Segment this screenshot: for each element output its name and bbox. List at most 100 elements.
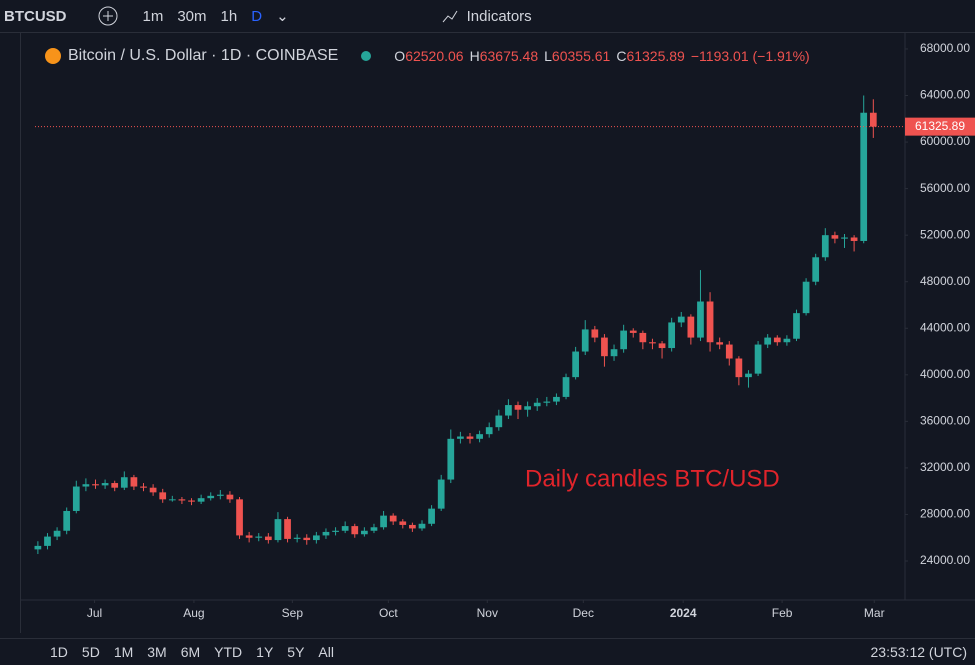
chart-icon[interactable] — [439, 6, 459, 26]
candle-body — [735, 358, 743, 378]
candle-body — [92, 484, 99, 486]
candle-body — [63, 510, 71, 531]
add-icon[interactable] — [97, 5, 119, 27]
y-tick-label: 40000.00 — [920, 367, 970, 381]
candle-body — [668, 322, 676, 349]
candle-body — [514, 405, 522, 410]
x-tick-label: Mar — [864, 606, 885, 620]
candle-body — [274, 519, 282, 541]
ohlc-label: O — [394, 48, 406, 64]
candle-body — [725, 344, 733, 359]
candle-body — [409, 524, 416, 529]
candle-body — [802, 281, 810, 314]
time-range[interactable]: 5D — [81, 644, 100, 660]
candle-body — [245, 535, 253, 538]
candle-body — [226, 494, 234, 500]
y-tick-label: 44000.00 — [920, 320, 970, 334]
candle-body — [293, 537, 301, 539]
candle-body — [716, 342, 724, 345]
candle-body — [380, 515, 387, 528]
time-range[interactable]: All — [318, 644, 334, 660]
bottom-toolbar: 1D 5D 1M 3M 6M YTD 1Y 5Y All 23:53:12 (UTC) — [0, 638, 975, 665]
candle-body — [236, 499, 243, 536]
candle-body — [610, 349, 618, 357]
time-range[interactable]: 6M — [180, 644, 201, 660]
clock: 23:53:12 (UTC) — [870, 644, 967, 660]
candle-body — [53, 530, 61, 537]
candle-body — [505, 405, 512, 416]
ohlc-value: 60355.61 — [551, 48, 611, 64]
candle-body — [706, 301, 714, 343]
candle-body — [850, 237, 858, 241]
time-range[interactable]: 1Y — [256, 644, 274, 660]
interval[interactable]: D — [251, 7, 263, 25]
y-tick-label: 60000.00 — [920, 134, 970, 148]
candle-body — [207, 495, 215, 499]
candle-body — [216, 494, 224, 496]
symbol[interactable]: BTCUSD — [4, 7, 67, 25]
candle-body — [428, 508, 435, 524]
candle-body — [120, 477, 128, 488]
candle-body — [869, 112, 877, 127]
candle-body — [485, 427, 493, 435]
candle-body — [130, 477, 138, 487]
status-dot — [361, 51, 372, 61]
candle-body — [476, 434, 483, 439]
candle-body — [447, 438, 455, 480]
candle-body — [687, 316, 695, 338]
time-range[interactable]: 5Y — [287, 644, 305, 660]
y-tick-label: 56000.00 — [920, 181, 970, 195]
candle-body — [649, 342, 656, 344]
candle-body — [303, 537, 311, 541]
interval[interactable]: 1h — [220, 7, 238, 25]
y-tick-label: 68000.00 — [920, 41, 970, 55]
candle-body — [783, 338, 791, 343]
candle-body — [389, 515, 397, 522]
candle-body — [312, 535, 320, 541]
x-tick-label: Oct — [379, 606, 398, 620]
x-tick-label: Sep — [282, 606, 304, 620]
y-tick-label: 32000.00 — [920, 460, 970, 474]
interval[interactable]: 30m — [177, 7, 207, 25]
y-tick-label: 48000.00 — [920, 274, 970, 288]
ohlc-value: 63675.48 — [479, 48, 539, 64]
candle-body — [149, 487, 157, 493]
candle-body — [581, 329, 589, 352]
y-tick-label: 64000.00 — [920, 88, 970, 102]
candle-body — [658, 343, 666, 349]
candle-body — [44, 536, 51, 546]
candle-body — [72, 486, 80, 511]
candle-body — [543, 401, 551, 403]
time-range[interactable]: 1M — [113, 644, 134, 660]
candle-body — [562, 377, 570, 397]
candle-body — [533, 402, 541, 407]
time-range[interactable]: 3M — [147, 644, 167, 660]
dropdown[interactable]: ⌄ — [276, 8, 289, 25]
time-range[interactable]: 1D — [50, 644, 68, 660]
indicators[interactable]: Indicators — [466, 7, 532, 25]
candle-body — [572, 351, 579, 378]
interval[interactable]: 1m — [142, 7, 164, 25]
time-range[interactable]: YTD — [214, 644, 243, 660]
ohlc-label: C — [616, 48, 627, 64]
candle-body — [332, 530, 339, 532]
candle-body — [188, 500, 195, 502]
candle-body — [399, 521, 407, 525]
candle-body — [620, 330, 628, 350]
candle-body — [284, 519, 291, 539]
candle-body — [601, 337, 608, 357]
last-price-tag — [905, 117, 975, 136]
candle-body — [361, 530, 368, 535]
x-tick-label: Jul — [87, 606, 102, 620]
ohlc-value: 61325.89 — [626, 48, 685, 64]
candle-body — [178, 499, 186, 501]
candle-body — [255, 536, 263, 538]
candle-body — [370, 527, 378, 531]
candle-body — [677, 316, 685, 323]
candle-body — [264, 536, 272, 541]
candle-body — [524, 406, 531, 410]
candle-body — [773, 337, 781, 343]
x-tick-label: Feb — [772, 606, 793, 620]
